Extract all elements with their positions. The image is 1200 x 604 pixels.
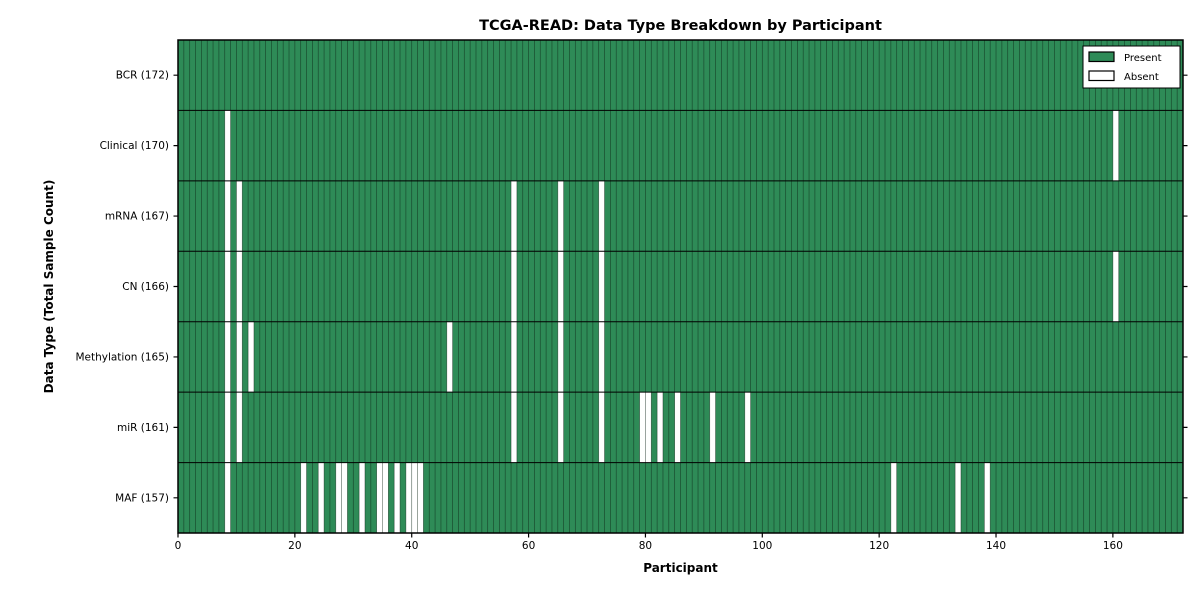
cell-grid — [183, 40, 1178, 533]
x-tick-label: 20 — [288, 540, 301, 552]
x-tick-label: 80 — [639, 540, 652, 552]
y-tick-label: CN (166) — [122, 281, 169, 293]
absent-cell — [557, 251, 564, 322]
absent-cell — [446, 321, 453, 393]
y-tick-label: MAF (157) — [115, 492, 169, 504]
absent-cell — [557, 180, 564, 252]
y-tick-label: Methylation (165) — [75, 351, 169, 363]
absent-cell — [890, 462, 897, 533]
absent-cell — [341, 462, 348, 533]
absent-cell — [511, 180, 517, 252]
absent-cell — [511, 251, 517, 322]
x-tick-label: 160 — [1103, 540, 1123, 552]
absent-cell — [224, 392, 231, 463]
x-tick-label: 0 — [175, 540, 182, 552]
absent-cell — [511, 392, 517, 463]
absent-cell — [318, 462, 325, 533]
absent-cell — [236, 251, 243, 322]
y-tick-label: mRNA (167) — [105, 211, 169, 223]
absent-cell — [709, 392, 716, 463]
legend-label: Present — [1124, 53, 1162, 64]
absent-cell — [417, 462, 424, 533]
absent-cell — [382, 462, 389, 533]
absent-cell — [224, 110, 231, 181]
axis-ticks — [173, 74, 1188, 538]
x-tick-label: 60 — [522, 540, 535, 552]
absent-cell — [1112, 110, 1119, 181]
absent-cell — [657, 392, 663, 463]
legend-swatch-absent — [1088, 70, 1115, 82]
x-tick-label: 40 — [405, 540, 418, 552]
absent-cell — [411, 462, 418, 533]
absent-cell — [224, 180, 231, 252]
absent-cell — [511, 321, 517, 393]
absent-cell — [744, 392, 751, 463]
plot-frame — [177, 39, 1184, 534]
absent-cell — [376, 462, 383, 533]
absent-cell — [984, 462, 991, 533]
legend: Present Absent — [1082, 45, 1181, 89]
absent-cell — [557, 392, 564, 463]
y-tick-label: miR (161) — [117, 422, 169, 434]
row-divider-lines — [178, 109, 1183, 464]
absent-cell — [335, 462, 342, 533]
absent-cell — [300, 462, 307, 533]
absent-cell — [224, 321, 231, 393]
absent-cell — [236, 180, 243, 252]
absent-cell — [394, 462, 401, 533]
absent-cell — [955, 462, 961, 533]
chart-title: TCGA-READ: Data Type Breakdown by Partic… — [479, 18, 882, 34]
absent-cell — [557, 321, 564, 393]
absent-cell — [359, 462, 365, 533]
absent-cell — [598, 321, 605, 393]
absent-cell — [1112, 251, 1119, 322]
legend-label: Absent — [1124, 72, 1159, 83]
absent-cell — [248, 321, 254, 393]
absent-cell — [236, 321, 243, 393]
absent-cell — [236, 392, 243, 463]
absent-cell — [598, 251, 605, 322]
x-axis-label: Participant — [643, 561, 718, 575]
absent-cell — [598, 392, 605, 463]
absent-cell — [598, 180, 605, 252]
y-tick-label: BCR (172) — [116, 70, 169, 82]
absent-cell — [674, 392, 681, 463]
absent-cell — [224, 251, 231, 322]
absent-cell — [639, 392, 646, 463]
x-tick-label: 140 — [986, 540, 1006, 552]
y-tick-label: Clinical (170) — [100, 140, 169, 152]
y-axis-label: Data Type (Total Sample Count) — [42, 180, 56, 394]
x-tick-label: 100 — [752, 540, 772, 552]
absent-cell — [645, 392, 652, 463]
x-tick-label: 120 — [869, 540, 889, 552]
absent-cells — [224, 110, 1119, 533]
legend-swatch-present — [1088, 51, 1115, 63]
absent-cell — [405, 462, 412, 533]
absent-cell — [224, 462, 231, 533]
